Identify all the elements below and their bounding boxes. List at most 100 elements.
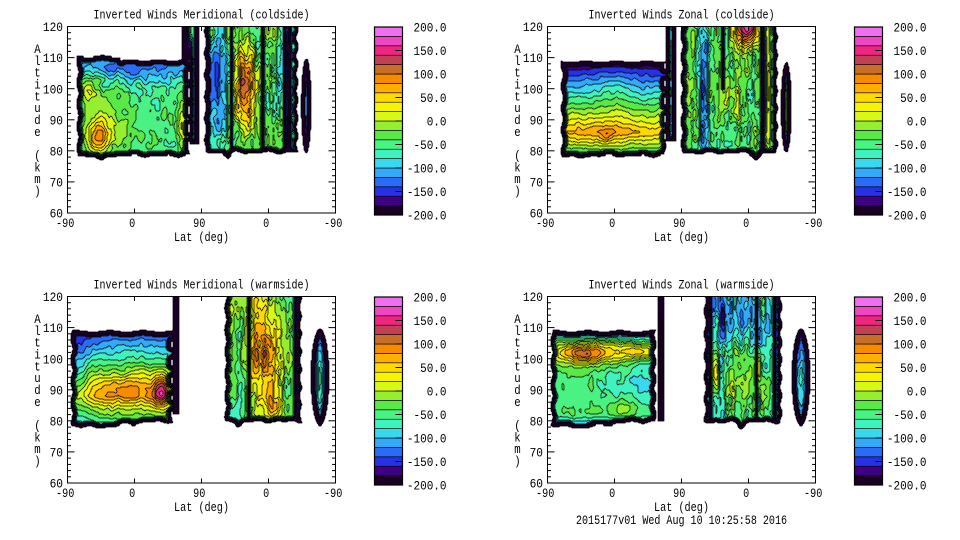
- svg-text:k: k: [514, 430, 521, 445]
- svg-text:80: 80: [530, 144, 543, 159]
- svg-text:l: l: [514, 324, 521, 339]
- svg-text:Lat (deg): Lat (deg): [654, 500, 709, 515]
- svg-text:d: d: [34, 113, 40, 128]
- svg-text:t: t: [514, 336, 520, 351]
- svg-text:90: 90: [50, 113, 63, 128]
- svg-text:Inverted Winds Zonal (warmside: Inverted Winds Zonal (warmside): [589, 277, 775, 292]
- svg-text:60: 60: [530, 477, 543, 492]
- svg-text:200.0: 200.0: [894, 291, 927, 306]
- svg-text:60: 60: [50, 207, 63, 222]
- svg-text:(: (: [34, 418, 40, 433]
- svg-text:m: m: [514, 172, 521, 187]
- svg-text:u: u: [514, 371, 520, 386]
- svg-text:-100.0: -100.0: [407, 432, 447, 447]
- svg-text:e: e: [514, 125, 520, 140]
- svg-text:0.0: 0.0: [907, 115, 927, 130]
- svg-text:Lat (deg): Lat (deg): [174, 230, 229, 245]
- svg-text:100.0: 100.0: [414, 68, 447, 83]
- svg-text:50.0: 50.0: [900, 91, 926, 106]
- svg-text:70: 70: [50, 446, 63, 461]
- svg-text:t: t: [514, 359, 520, 374]
- svg-text:l: l: [34, 54, 41, 69]
- svg-text:e: e: [34, 125, 40, 140]
- svg-text:0: 0: [129, 486, 135, 501]
- svg-text:120: 120: [523, 290, 543, 305]
- svg-text:l: l: [34, 324, 41, 339]
- svg-text:i: i: [514, 348, 521, 363]
- svg-text:t: t: [34, 359, 40, 374]
- svg-text:): ): [514, 184, 520, 199]
- svg-text:-150.0: -150.0: [407, 185, 447, 200]
- svg-text:90: 90: [50, 383, 63, 398]
- svg-text:-200.0: -200.0: [407, 479, 447, 494]
- svg-text:u: u: [514, 101, 520, 116]
- svg-text:d: d: [514, 383, 520, 398]
- svg-text:100: 100: [523, 352, 543, 367]
- svg-text:-50.0: -50.0: [894, 138, 927, 153]
- svg-text:-90: -90: [56, 486, 74, 501]
- svg-text:100: 100: [43, 82, 63, 97]
- svg-text:-100.0: -100.0: [887, 162, 927, 177]
- svg-text:-90: -90: [536, 486, 554, 501]
- svg-text:k: k: [34, 160, 41, 175]
- svg-text:i: i: [514, 78, 521, 93]
- svg-text:l: l: [514, 54, 521, 69]
- svg-text:d: d: [514, 113, 520, 128]
- svg-text:90: 90: [530, 113, 543, 128]
- svg-text:-200.0: -200.0: [407, 209, 447, 224]
- svg-text:150.0: 150.0: [894, 314, 927, 329]
- svg-text:t: t: [514, 66, 520, 81]
- svg-text:(: (: [34, 148, 40, 163]
- svg-text:-50.0: -50.0: [414, 408, 447, 423]
- svg-text:-90: -90: [56, 216, 74, 231]
- svg-text:50.0: 50.0: [900, 361, 926, 376]
- svg-text:-150.0: -150.0: [887, 185, 927, 200]
- svg-text:200.0: 200.0: [894, 21, 927, 36]
- svg-text:Lat (deg): Lat (deg): [174, 500, 229, 515]
- svg-text:100.0: 100.0: [894, 338, 927, 353]
- svg-text:Inverted Winds Meridional (war: Inverted Winds Meridional (warmside): [94, 277, 310, 292]
- svg-text:0: 0: [609, 216, 615, 231]
- svg-text:90: 90: [193, 216, 205, 231]
- svg-text:110: 110: [43, 51, 63, 66]
- svg-text:A: A: [34, 42, 41, 57]
- svg-text:t: t: [34, 89, 40, 104]
- svg-text:-150.0: -150.0: [887, 455, 927, 470]
- svg-text:80: 80: [50, 144, 63, 159]
- svg-text:m: m: [34, 442, 41, 457]
- svg-text:(: (: [514, 418, 520, 433]
- svg-text:u: u: [34, 101, 40, 116]
- svg-text:0: 0: [743, 486, 749, 501]
- svg-text:120: 120: [43, 290, 63, 305]
- svg-text:(: (: [514, 148, 520, 163]
- svg-text:2015177v01 Wed Aug 10 10:25:58: 2015177v01 Wed Aug 10 10:25:58 2016: [576, 513, 787, 528]
- svg-text:A: A: [514, 312, 521, 327]
- svg-text:t: t: [514, 89, 520, 104]
- svg-text:m: m: [34, 172, 41, 187]
- svg-text:50.0: 50.0: [420, 91, 446, 106]
- svg-text:e: e: [34, 395, 40, 410]
- svg-text:-90: -90: [804, 216, 822, 231]
- svg-text:k: k: [514, 160, 521, 175]
- svg-text:110: 110: [523, 51, 543, 66]
- svg-text:150.0: 150.0: [414, 44, 447, 59]
- svg-text:100: 100: [523, 82, 543, 97]
- svg-text:i: i: [34, 78, 41, 93]
- svg-text:-90: -90: [804, 486, 822, 501]
- svg-text:-90: -90: [536, 216, 554, 231]
- svg-text:200.0: 200.0: [414, 291, 447, 306]
- svg-text:200.0: 200.0: [414, 21, 447, 36]
- svg-text:150.0: 150.0: [414, 314, 447, 329]
- svg-text:-100.0: -100.0: [887, 432, 927, 447]
- svg-text:80: 80: [50, 414, 63, 429]
- svg-text:90: 90: [673, 486, 685, 501]
- svg-text:0: 0: [129, 216, 135, 231]
- svg-text:Lat (deg): Lat (deg): [654, 230, 709, 245]
- svg-text:-200.0: -200.0: [887, 209, 927, 224]
- svg-text:70: 70: [530, 176, 543, 191]
- svg-text:-90: -90: [324, 216, 342, 231]
- svg-text:60: 60: [530, 207, 543, 222]
- svg-text:90: 90: [193, 486, 205, 501]
- svg-text:0.0: 0.0: [907, 385, 927, 400]
- svg-text:-50.0: -50.0: [894, 408, 927, 423]
